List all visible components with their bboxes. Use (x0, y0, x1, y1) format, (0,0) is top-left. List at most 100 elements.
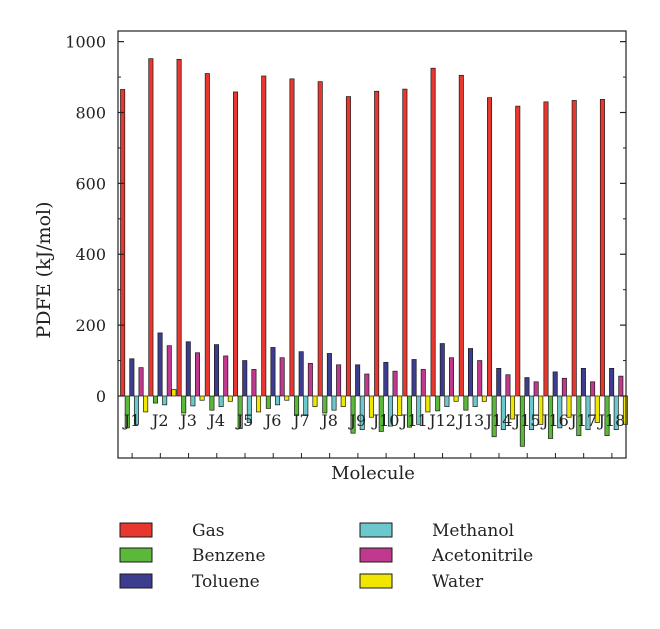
bar-methanol-j10 (387, 395, 393, 427)
bar-toluene-j13 (468, 348, 474, 397)
bar-toluene-j12 (439, 343, 445, 397)
bar-benzene-j15 (519, 395, 525, 447)
bar-toluene-j1 (129, 358, 135, 397)
legend-swatch-gas (119, 522, 153, 538)
bar-toluene-j14 (496, 368, 502, 397)
bar-benzene-j10 (378, 395, 384, 432)
bar-water-j11 (425, 395, 431, 413)
bar-toluene-j8 (326, 353, 332, 397)
bar-water-j2 (171, 389, 177, 397)
bar-water-j4 (227, 395, 233, 402)
bar-gas-j2 (148, 58, 154, 397)
x-tick-label: J10 (371, 411, 400, 430)
bar-toluene-j7 (298, 351, 304, 397)
bar-toluene-j3 (185, 341, 191, 397)
bar-benzene-j12 (435, 395, 441, 412)
y-tick-label: 200 (75, 316, 106, 335)
bar-acetonitrile-j11 (420, 369, 426, 397)
bar-toluene-j10 (383, 361, 389, 397)
bar-acetonitrile-j3 (194, 352, 200, 397)
plot-frame (117, 30, 627, 459)
bar-methanol-j13 (472, 395, 478, 407)
x-tick-label: J16 (540, 411, 569, 430)
bar-acetonitrile-j9 (364, 373, 370, 397)
bar-gas-j4 (204, 73, 210, 397)
bar-gas-j7 (289, 78, 295, 397)
bar-benzene-j6 (265, 395, 271, 409)
x-tick-label: J3 (178, 411, 197, 430)
bar-benzene-j18 (604, 395, 610, 437)
bar-acetonitrile-j4 (223, 355, 229, 397)
x-tick-label: J8 (319, 411, 338, 430)
legend-label-acetonitrile: Acetonitrile (431, 546, 533, 566)
bar-methanol-j18 (613, 395, 619, 430)
x-tick-label: J2 (150, 411, 169, 430)
x-tick-label: J4 (207, 411, 226, 430)
legend: Gas Benzene Toluene Methanol Acetonitrile Wat… (119, 521, 533, 592)
bar-gas-j11 (402, 88, 408, 397)
bar-acetonitrile-j7 (307, 363, 313, 397)
bar-gas-j16 (543, 101, 549, 397)
bar-benzene-j17 (576, 395, 582, 437)
x-tick-label: J5 (235, 411, 254, 430)
bar-acetonitrile-j10 (392, 370, 398, 397)
bar-methanol-j15 (529, 395, 535, 430)
y-tick-label: 400 (75, 245, 106, 264)
bar-toluene-j2 (157, 332, 163, 397)
legend-swatch-water (359, 573, 393, 589)
bar-methanol-j9 (359, 395, 365, 430)
bar-benzene-j13 (463, 395, 469, 411)
bar-gas-j14 (487, 97, 493, 397)
x-tick-label: J9 (348, 411, 367, 430)
bar-benzene-j2 (152, 395, 158, 404)
bar-toluene-j17 (580, 368, 586, 397)
x-tick-label: J7 (291, 411, 310, 430)
y-tick-label: 800 (75, 104, 106, 123)
bar-methanol-j12 (444, 395, 450, 407)
x-tick-label: J14 (484, 411, 513, 430)
bar-acetonitrile-j6 (279, 357, 285, 397)
x-tick-label: J12 (427, 411, 456, 430)
bars-layer (120, 58, 628, 447)
bar-acetonitrile-j8 (336, 364, 342, 397)
bar-water-j3 (199, 395, 205, 401)
bar-methanol-j7 (303, 395, 309, 416)
bar-water-j12 (453, 395, 459, 402)
bar-benzene-j9 (350, 395, 356, 434)
bar-benzene-j14 (491, 395, 497, 438)
x-tick-label: J17 (568, 411, 597, 430)
bar-acetonitrile-j15 (533, 381, 539, 397)
bar-gas-j15 (515, 105, 521, 397)
bar-water-j7 (312, 395, 318, 407)
y-axis-label: PDFE (kJ/mol) (33, 202, 55, 339)
bar-toluene-j11 (411, 359, 417, 397)
bar-toluene-j4 (214, 344, 220, 397)
bar-acetonitrile-j5 (251, 369, 257, 397)
y-tick-label: 1000 (65, 33, 106, 52)
legend-swatch-toluene (119, 573, 153, 589)
bar-benzene-j4 (209, 395, 215, 411)
bar-methanol-j14 (500, 395, 506, 430)
bar-benzene-j8 (322, 395, 328, 414)
bar-benzene-j5 (237, 395, 243, 429)
bar-benzene-j11 (406, 395, 412, 428)
bar-gas-j3 (176, 58, 182, 397)
bar-toluene-j9 (355, 364, 361, 397)
bar-methanol-j5 (246, 395, 252, 423)
bar-water-j1 (143, 395, 149, 413)
bar-gas-j6 (261, 75, 267, 397)
bar-gas-j17 (571, 100, 577, 397)
bar-methanol-j4 (218, 395, 224, 407)
bar-gas-j1 (120, 89, 126, 397)
bar-methanol-j2 (162, 395, 168, 406)
bar-acetonitrile-j14 (505, 374, 511, 397)
legend-label-methanol: Methanol (432, 521, 514, 541)
x-tick-label: J15 (512, 411, 541, 430)
x-tick-label: J1 (122, 411, 141, 430)
bar-gas-j8 (317, 81, 323, 397)
bar-water-j17 (594, 395, 600, 423)
bar-water-j8 (340, 395, 346, 407)
bar-benzene-j16 (548, 395, 554, 439)
bar-benzene-j3 (181, 395, 187, 414)
